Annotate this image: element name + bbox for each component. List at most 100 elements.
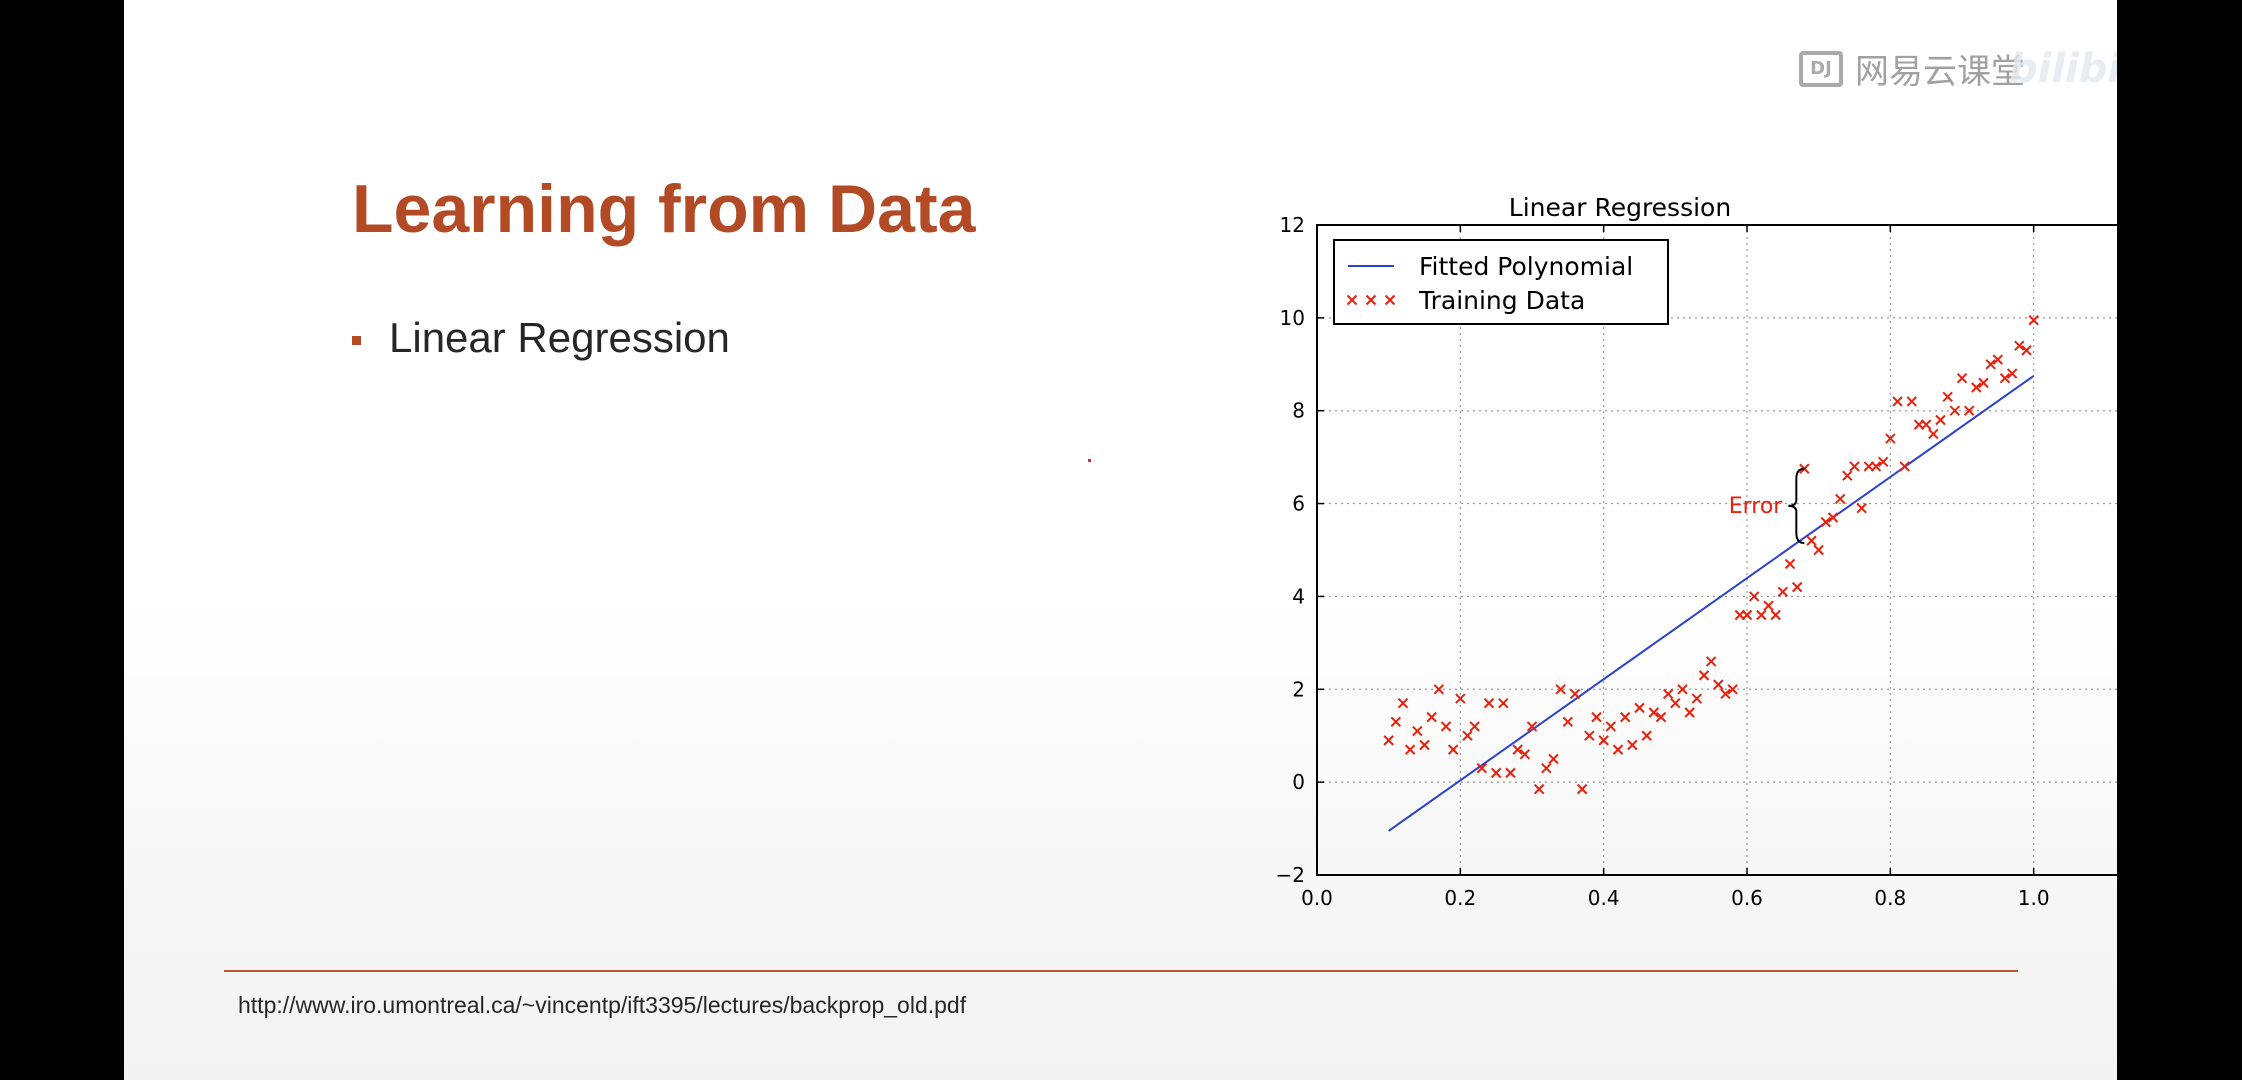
training-data-point — [1691, 693, 1703, 704]
training-data-point — [1999, 373, 2011, 384]
training-data-point — [1569, 688, 1581, 700]
footer-divider — [224, 970, 2018, 972]
training-data-point — [1390, 716, 1402, 727]
training-data-point — [1705, 656, 1717, 667]
training-data-point — [1591, 711, 1602, 723]
training-data-point — [1813, 544, 1824, 556]
training-data-point — [1849, 461, 1860, 472]
training-data-point — [1505, 767, 1516, 779]
training-data-point — [1541, 763, 1552, 774]
training-data-point — [1519, 749, 1531, 760]
watermark-text: 网易云课堂 — [1855, 52, 2025, 92]
error-label: Error — [1729, 494, 1784, 519]
x-tick-label: 0.6 — [1731, 886, 1763, 910]
training-data-point — [1784, 558, 1796, 570]
training-data-point — [1483, 698, 1495, 709]
training-data-point — [1834, 493, 1846, 505]
watermark: DJ 网易云课堂 bilibili — [1799, 44, 2117, 93]
y-tick-label: −2 — [1276, 863, 1305, 887]
training-data-point — [1698, 670, 1710, 681]
training-data-point — [1770, 609, 1781, 621]
training-data-point — [1892, 396, 1903, 407]
bilibili-watermark: bilibili — [2009, 46, 2117, 92]
training-data-point — [1562, 716, 1574, 727]
legend-point-swatch — [1384, 294, 1396, 306]
y-tick-label: 10 — [1280, 306, 1305, 330]
training-data-point — [1576, 783, 1588, 795]
source-link[interactable]: http://www.iro.umontreal.ca/~vincentp/if… — [238, 992, 967, 1018]
training-data-point — [1584, 730, 1595, 741]
training-data-point — [1684, 707, 1695, 718]
x-tick-label: 0.0 — [1301, 886, 1333, 910]
chart-title: Linear Regression — [1509, 193, 1731, 222]
training-data-point — [1748, 591, 1760, 602]
training-data-point — [1992, 354, 2004, 365]
y-tick-label: 0 — [1292, 770, 1305, 794]
training-data-point — [1512, 744, 1523, 755]
training-data-point — [1978, 377, 1989, 389]
y-tick-label: 4 — [1292, 584, 1305, 608]
training-data-point — [1985, 359, 1996, 370]
training-data-point — [1670, 698, 1681, 709]
bullet-marker — [352, 335, 361, 345]
x-tick-label: 0.2 — [1444, 886, 1476, 910]
training-data-point — [1777, 586, 1789, 597]
training-data-point — [1870, 461, 1882, 472]
training-data-point — [1928, 428, 1939, 440]
training-data-point — [1648, 707, 1660, 718]
training-data-point — [1462, 730, 1473, 741]
training-data-point — [1949, 405, 1961, 416]
y-tick-label: 8 — [1292, 399, 1305, 423]
training-data-point — [1433, 684, 1445, 695]
bullet-item: Linear Regression — [352, 314, 730, 362]
training-data-point — [2021, 345, 2032, 356]
training-data-point — [1662, 688, 1674, 700]
training-data-point — [1741, 609, 1753, 621]
training-data-point — [1612, 744, 1624, 755]
training-data-point — [2006, 368, 2018, 379]
stray-dot — [1088, 459, 1091, 462]
training-data-point — [1598, 735, 1609, 746]
error-brace — [1788, 467, 1805, 545]
training-data-point — [1412, 725, 1423, 737]
training-data-point — [1920, 419, 1932, 430]
training-data-point — [1447, 744, 1459, 755]
training-data-point — [2028, 314, 2039, 326]
bullet-text: Linear Regression — [389, 314, 730, 361]
training-data-point — [1469, 721, 1480, 732]
training-data-point — [1877, 456, 1889, 467]
course-logo-icon: DJ — [1799, 50, 1843, 87]
training-data-point — [1555, 684, 1566, 695]
training-data-point — [1605, 721, 1617, 732]
training-data-point — [1383, 735, 1394, 746]
training-data-point — [1397, 698, 1409, 709]
y-tick-label: 6 — [1292, 492, 1305, 516]
training-data-point — [1548, 753, 1559, 765]
training-data-point — [1963, 405, 1975, 416]
training-data-point — [1856, 503, 1867, 514]
training-data-point — [1490, 767, 1502, 779]
chart-annotation: Error — [1729, 467, 1805, 545]
slide: Learning from Data Linear Regression 0.0… — [124, 0, 2117, 1080]
legend-box — [1333, 239, 1669, 325]
training-data-point — [1971, 382, 1982, 393]
training-data-point — [1827, 512, 1839, 523]
training-data-point — [1820, 516, 1832, 528]
x-tick-label: 0.4 — [1588, 886, 1620, 910]
training-data-point — [1455, 693, 1466, 704]
slide-title: Learning from Data — [352, 171, 976, 247]
training-data-point — [1419, 739, 1430, 751]
training-data-point — [1806, 535, 1817, 546]
training-data-point — [1720, 688, 1731, 700]
legend-point-swatch — [1365, 294, 1377, 306]
x-tick-label: 1.0 — [2018, 886, 2050, 910]
y-tick-label: 2 — [1292, 677, 1305, 701]
y-tick-label: 12 — [1280, 213, 1305, 237]
training-data-point — [1655, 711, 1667, 723]
training-data-point — [1727, 684, 1738, 695]
training-data-point — [1627, 739, 1638, 751]
training-data-point — [1713, 679, 1724, 690]
training-data-point — [1634, 702, 1645, 714]
